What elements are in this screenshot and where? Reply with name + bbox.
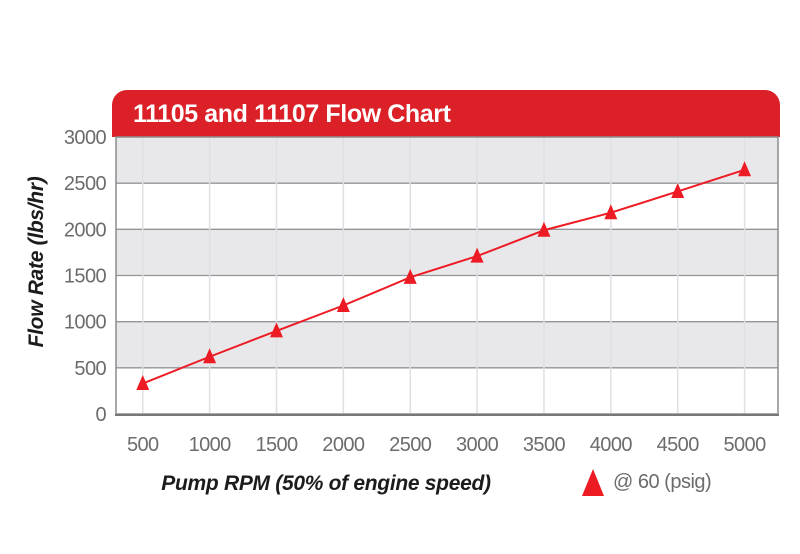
row-band — [116, 229, 778, 276]
y-tick-label: 1500 — [64, 266, 107, 288]
data-point-marker — [470, 247, 484, 263]
x-tick-label: 1500 — [255, 434, 298, 456]
data-point-marker — [336, 297, 350, 313]
x-tick-label: 500 — [127, 434, 159, 456]
chart-title: 11105 and 11107 Flow Chart — [133, 100, 451, 128]
x-tick-label: 2000 — [322, 434, 365, 456]
row-band — [116, 183, 778, 230]
y-tick-label: 2500 — [64, 173, 107, 195]
x-tick-label: 3000 — [456, 434, 499, 456]
x-tick-label: 4000 — [590, 434, 633, 456]
legend-label: @ 60 (psig) — [613, 470, 712, 493]
data-point-marker — [203, 348, 217, 364]
data-point-marker — [671, 182, 685, 198]
legend: @ 60 (psig) — [582, 468, 712, 496]
x-tick-label: 2500 — [389, 434, 432, 456]
y-axis-title: Flow Rate (lbs/hr) — [25, 176, 48, 348]
x-tick-label: 3500 — [523, 434, 566, 456]
x-tick-label: 5000 — [724, 434, 767, 456]
row-band — [116, 275, 778, 322]
x-tick-label: 1000 — [189, 434, 232, 456]
data-point-marker — [537, 221, 551, 237]
data-point-marker — [604, 204, 618, 220]
data-point-marker — [403, 268, 417, 284]
y-tick-label: 0 — [95, 404, 106, 426]
y-tick-label: 2000 — [64, 219, 107, 241]
y-tick-label: 500 — [74, 358, 106, 380]
data-point-marker — [269, 322, 283, 338]
row-band — [116, 367, 778, 414]
triangle-up-icon — [582, 468, 604, 496]
row-band — [116, 137, 778, 184]
data-point-marker — [738, 161, 752, 177]
series-line — [142, 168, 745, 385]
row-band — [116, 321, 778, 368]
x-tick-label: 4500 — [657, 434, 700, 456]
x-axis-title: Pump RPM (50% of engine speed) — [161, 472, 491, 495]
title-banner: 11105 and 11107 Flow Chart — [112, 90, 780, 137]
y-tick-label: 1000 — [64, 312, 107, 334]
y-tick-label: 3000 — [64, 127, 107, 149]
data-point-marker — [136, 375, 150, 391]
